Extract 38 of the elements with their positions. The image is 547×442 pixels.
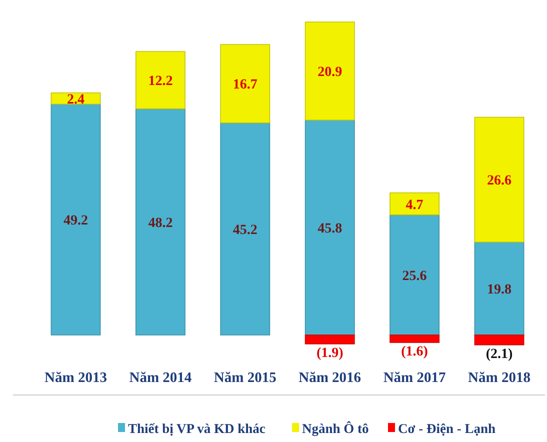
bar bbox=[390, 214, 440, 336]
bar bbox=[220, 122, 270, 336]
legend-label: Thiết bị VP và KD khác bbox=[128, 421, 266, 436]
bar bbox=[390, 334, 440, 343]
data-label: 25.6 bbox=[402, 268, 427, 284]
x-tick-label: Năm 2016 bbox=[298, 370, 362, 386]
data-label: 48.2 bbox=[148, 216, 173, 231]
legend-label: Ngành Ô tô bbox=[302, 421, 370, 436]
x-tick-label: Năm 2015 bbox=[214, 370, 276, 386]
data-label: 2.4 bbox=[66, 92, 84, 108]
data-label: 26.6 bbox=[487, 174, 512, 189]
data-label: (1.9) bbox=[316, 346, 344, 361]
data-label: (2.1) bbox=[486, 346, 514, 362]
bar bbox=[220, 44, 270, 124]
data-label: (1.6) bbox=[401, 344, 428, 360]
data-label: 16.7 bbox=[232, 78, 258, 93]
x-tick-label: Năm 2018 bbox=[468, 370, 530, 386]
data-label: 12.2 bbox=[148, 74, 173, 90]
bar bbox=[474, 242, 524, 336]
bar bbox=[390, 192, 440, 216]
x-tick-label: Năm 2014 bbox=[129, 370, 192, 386]
bar bbox=[135, 108, 186, 336]
data-label: 49.2 bbox=[63, 214, 88, 229]
bar bbox=[474, 116, 524, 242]
x-tick-label: Năm 2013 bbox=[44, 370, 107, 386]
bar bbox=[304, 120, 355, 336]
bar bbox=[304, 334, 355, 344]
data-label: 4.7 bbox=[406, 198, 424, 213]
bar bbox=[474, 334, 524, 346]
legend-label: Cơ - Điện - Lạnh bbox=[398, 421, 496, 436]
data-label: 19.8 bbox=[487, 282, 512, 298]
data-label: 45.2 bbox=[232, 222, 258, 238]
x-tick-label: Năm 2017 bbox=[383, 370, 446, 386]
data-label: 45.8 bbox=[318, 222, 342, 237]
bar bbox=[50, 104, 101, 336]
data-label: 20.9 bbox=[318, 65, 342, 80]
bar bbox=[304, 22, 355, 120]
bar bbox=[135, 51, 186, 110]
